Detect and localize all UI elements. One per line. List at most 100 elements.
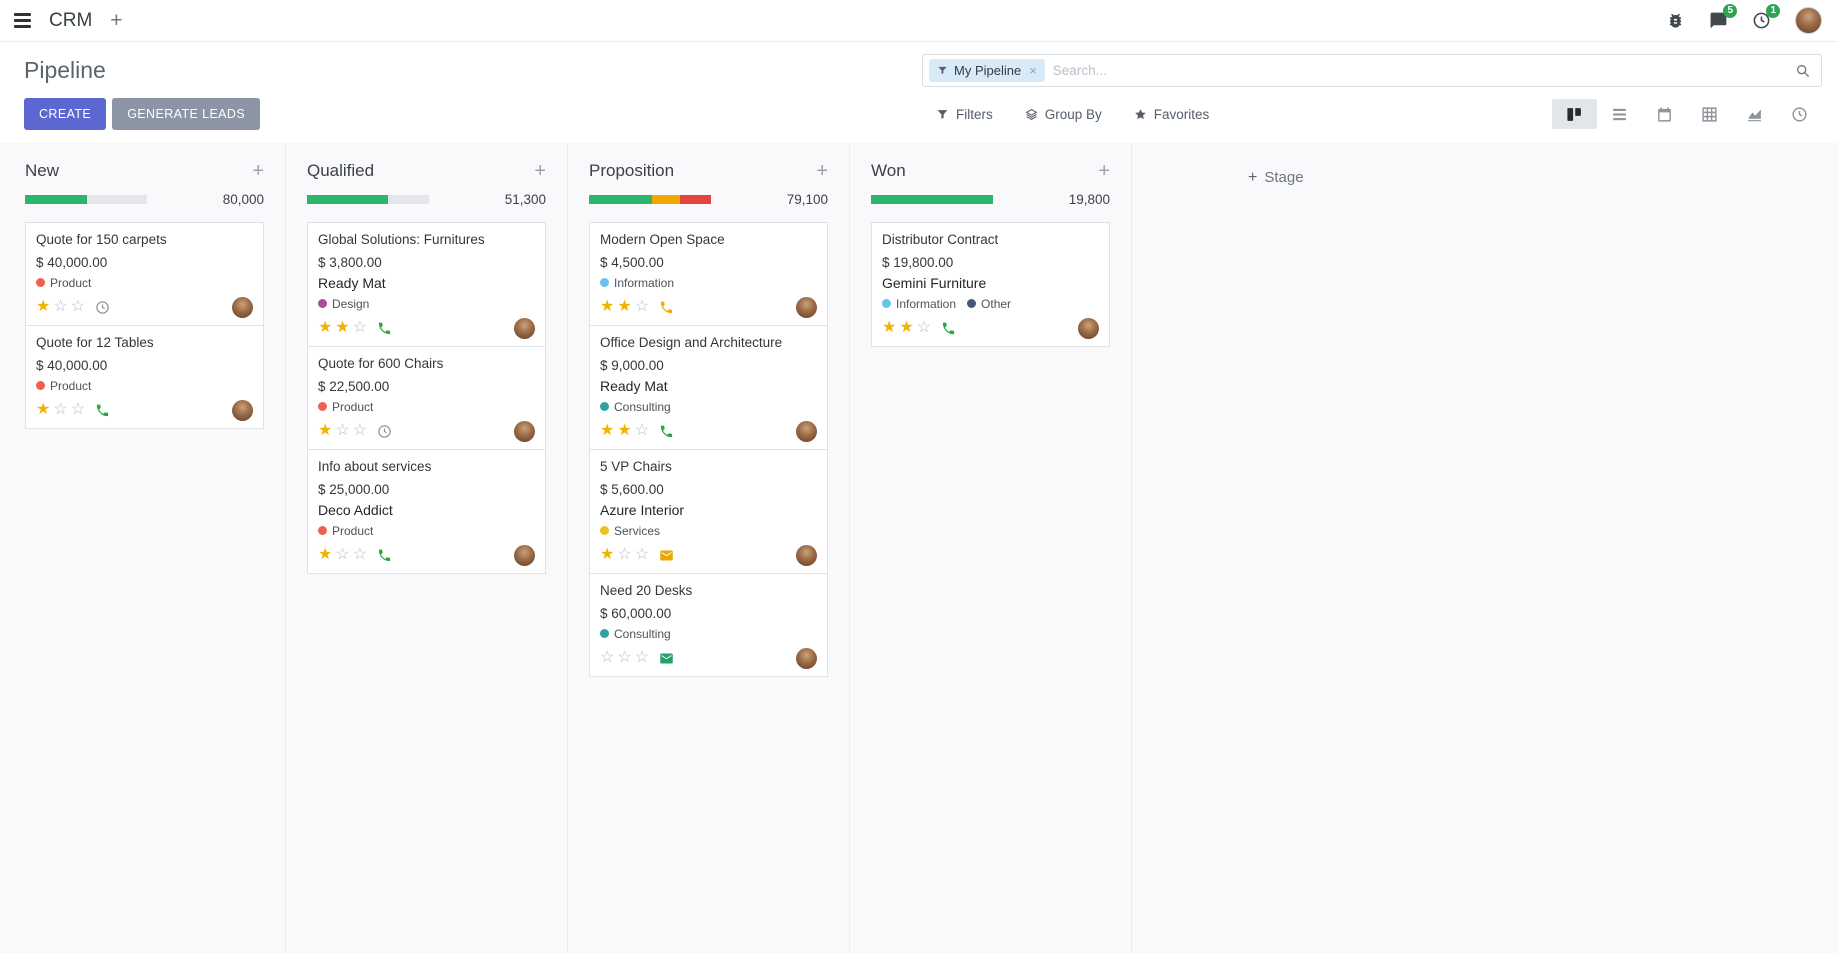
apps-hamburger-icon[interactable] (10, 9, 35, 32)
phone-activity-icon[interactable] (95, 403, 110, 418)
star-empty-icon[interactable]: ☆ (352, 319, 368, 337)
star-empty-icon[interactable]: ☆ (617, 649, 632, 666)
app-name[interactable]: CRM (49, 9, 93, 31)
star-empty-icon[interactable]: ☆ (335, 422, 350, 440)
salesperson-avatar[interactable] (796, 420, 817, 442)
activities-clock-icon[interactable]: 1 (1752, 4, 1780, 30)
star-empty-icon[interactable]: ☆ (634, 298, 650, 316)
star-filled-icon[interactable]: ★ (318, 546, 333, 564)
star-empty-icon[interactable]: ☆ (352, 546, 368, 564)
star-filled-icon[interactable]: ★ (899, 319, 914, 337)
star-empty-icon[interactable]: ☆ (916, 319, 932, 337)
star-empty-icon[interactable]: ☆ (634, 422, 650, 440)
column-title[interactable]: New (25, 161, 60, 180)
column-progressbar[interactable] (589, 195, 711, 204)
star-empty-icon[interactable]: ☆ (352, 422, 368, 440)
column-add-icon[interactable]: + (534, 160, 546, 182)
salesperson-avatar[interactable] (514, 317, 535, 339)
search-facet[interactable]: My Pipeline × (929, 59, 1045, 82)
kanban-view-icon[interactable] (1552, 99, 1597, 129)
add-tab-icon[interactable]: + (110, 9, 123, 32)
star-filled-icon[interactable]: ★ (335, 319, 350, 337)
messages-icon[interactable]: 5 (1709, 4, 1737, 30)
star-filled-icon[interactable]: ★ (617, 422, 632, 440)
phone-activity-icon[interactable] (377, 321, 392, 336)
salesperson-avatar[interactable] (796, 647, 817, 669)
column-add-icon[interactable]: + (1098, 160, 1110, 182)
facet-remove-icon[interactable]: × (1029, 63, 1037, 78)
search-icon[interactable] (1795, 63, 1811, 79)
star-filled-icon[interactable]: ★ (600, 422, 615, 440)
phone-activity-icon[interactable] (377, 548, 392, 563)
column-add-icon[interactable]: + (816, 160, 828, 182)
kanban-card[interactable]: Need 20 Desks $ 60,000.00 Consulting ☆ ☆ ☆ (589, 572, 828, 677)
salesperson-avatar[interactable] (232, 399, 253, 421)
salesperson-avatar[interactable] (514, 420, 535, 442)
activity-view-icon[interactable] (1777, 99, 1822, 129)
kanban-card[interactable]: 5 VP Chairs $ 5,600.00 Azure Interior Se… (589, 448, 828, 574)
envelope-activity-icon[interactable] (659, 548, 674, 563)
star-empty-icon[interactable]: ☆ (600, 649, 615, 666)
kanban-card[interactable]: Quote for 12 Tables $ 40,000.00 Product … (25, 324, 264, 429)
kanban-card[interactable]: Quote for 600 Chairs $ 22,500.00 Product… (307, 345, 546, 450)
column-progressbar[interactable] (25, 195, 147, 204)
star-filled-icon[interactable]: ★ (617, 298, 632, 316)
clock-activity-icon[interactable] (377, 424, 392, 439)
star-filled-icon[interactable]: ★ (318, 422, 333, 440)
column-add-icon[interactable]: + (252, 160, 264, 182)
add-stage-button[interactable]: + Stage (1248, 143, 1304, 953)
phone-activity-icon[interactable] (941, 321, 956, 336)
progress-segment[interactable] (307, 195, 388, 204)
star-filled-icon[interactable]: ★ (318, 319, 333, 337)
kanban-card[interactable]: Office Design and Architecture $ 9,000.0… (589, 324, 828, 450)
phone-activity-icon[interactable] (659, 300, 674, 315)
progress-segment[interactable] (87, 195, 147, 204)
column-progressbar[interactable] (871, 195, 993, 204)
column-title[interactable]: Proposition (589, 161, 675, 180)
pivot-view-icon[interactable] (1687, 99, 1732, 129)
progress-segment[interactable] (589, 195, 653, 204)
progress-segment[interactable] (652, 195, 681, 204)
star-empty-icon[interactable]: ☆ (617, 546, 632, 564)
salesperson-avatar[interactable] (232, 296, 253, 318)
progress-segment[interactable] (871, 195, 993, 204)
star-filled-icon[interactable]: ★ (600, 298, 615, 316)
salesperson-avatar[interactable] (1078, 317, 1099, 339)
kanban-card[interactable]: Distributor Contract $ 19,800.00 Gemini … (871, 222, 1110, 347)
star-empty-icon[interactable]: ☆ (335, 546, 350, 564)
star-empty-icon[interactable]: ☆ (70, 401, 86, 419)
kanban-card[interactable]: Quote for 150 carpets $ 40,000.00 Produc… (25, 222, 264, 326)
column-title[interactable]: Won (871, 161, 906, 180)
star-filled-icon[interactable]: ★ (600, 546, 615, 564)
kanban-card[interactable]: Info about services $ 25,000.00 Deco Add… (307, 448, 546, 574)
salesperson-avatar[interactable] (796, 544, 817, 566)
user-avatar[interactable] (1795, 7, 1822, 34)
group-by-menu[interactable]: Group By (1025, 107, 1102, 122)
phone-activity-icon[interactable] (659, 424, 674, 439)
salesperson-avatar[interactable] (514, 544, 535, 566)
column-progressbar[interactable] (307, 195, 429, 204)
column-title[interactable]: Qualified (307, 161, 375, 180)
star-filled-icon[interactable]: ★ (882, 319, 897, 337)
star-empty-icon[interactable]: ☆ (634, 546, 650, 564)
envelope-activity-icon[interactable] (659, 651, 674, 666)
progress-segment[interactable] (25, 195, 88, 204)
list-view-icon[interactable] (1597, 99, 1642, 129)
star-empty-icon[interactable]: ☆ (634, 649, 650, 666)
star-empty-icon[interactable]: ☆ (70, 298, 86, 316)
debug-bug-icon[interactable] (1666, 11, 1685, 30)
graph-view-icon[interactable] (1732, 99, 1777, 129)
calendar-view-icon[interactable] (1642, 99, 1687, 129)
clock-activity-icon[interactable] (95, 300, 110, 315)
favorites-menu[interactable]: Favorites (1134, 107, 1209, 122)
salesperson-avatar[interactable] (796, 296, 817, 318)
star-empty-icon[interactable]: ☆ (53, 401, 68, 419)
star-filled-icon[interactable]: ★ (36, 298, 51, 316)
create-button[interactable]: CREATE (24, 98, 107, 130)
progress-segment[interactable] (387, 195, 429, 204)
generate-leads-button[interactable]: GENERATE LEADS (112, 98, 261, 130)
filters-menu[interactable]: Filters (936, 107, 993, 122)
progress-segment[interactable] (680, 195, 711, 204)
star-empty-icon[interactable]: ☆ (53, 298, 68, 316)
search-box[interactable]: My Pipeline × (922, 54, 1822, 87)
